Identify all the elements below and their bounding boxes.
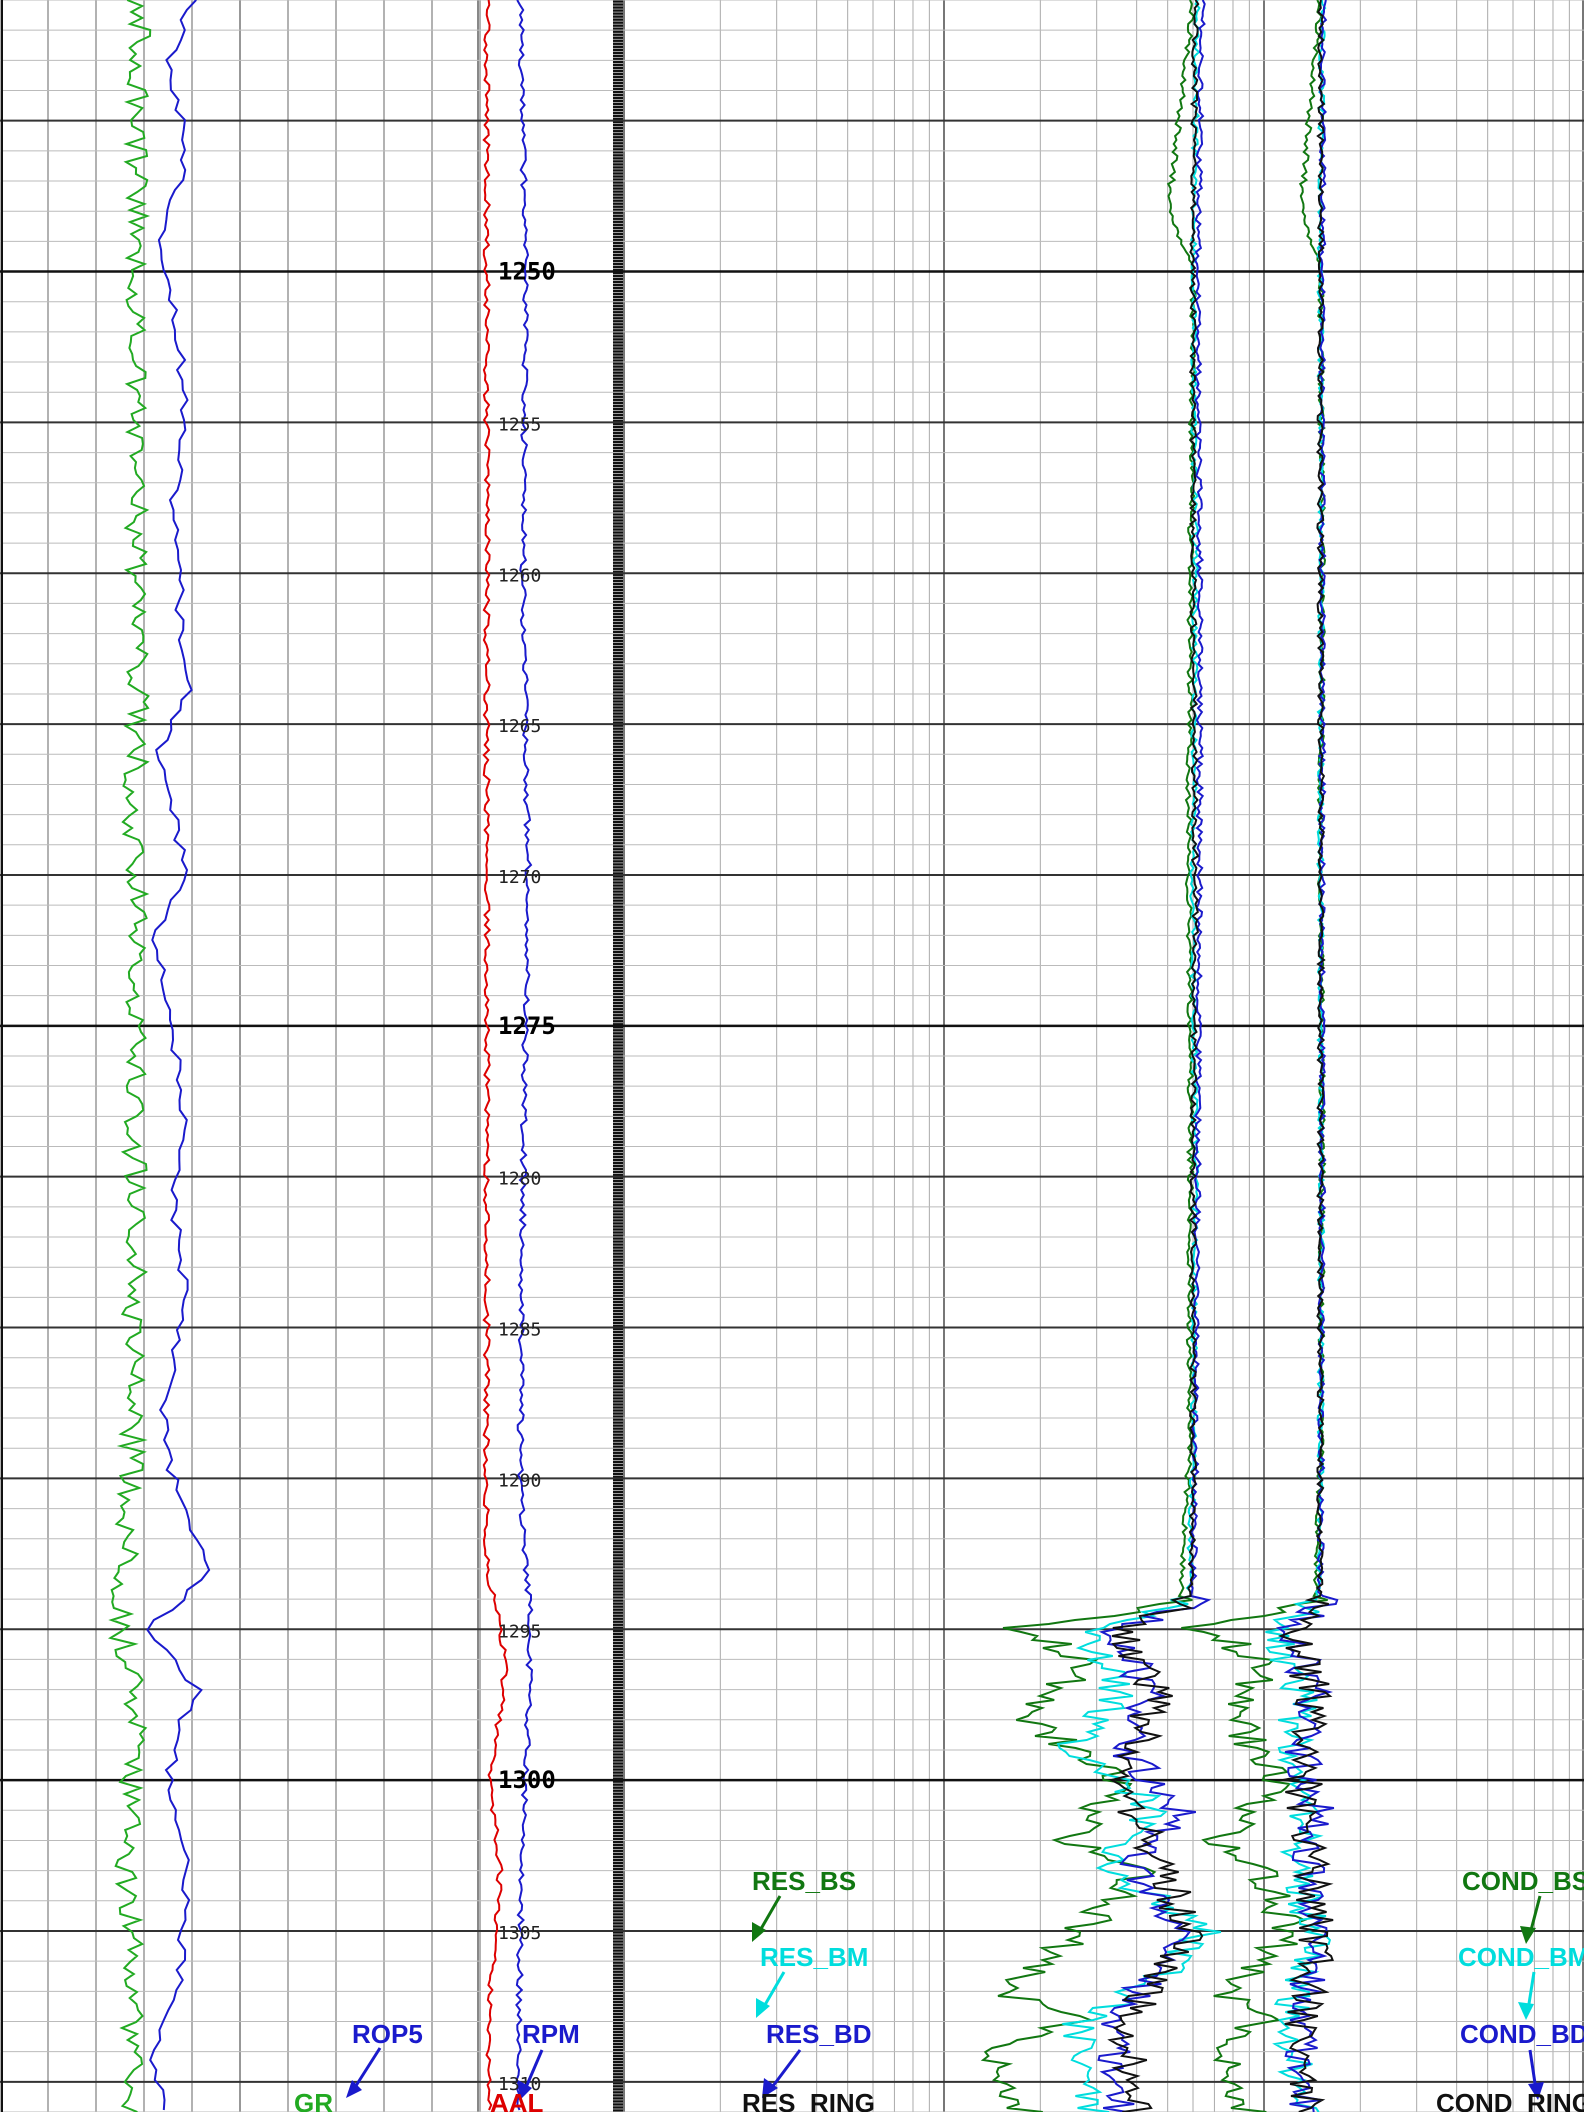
label-res-bd: RES_BD	[766, 2019, 871, 2049]
label-rpm: RPM	[522, 2019, 580, 2049]
label-rop5: ROP5	[352, 2019, 423, 2049]
depth-label: 1255	[498, 414, 541, 435]
arrow-cond-bm	[1518, 2002, 1534, 2020]
curve-res-bd	[1097, 0, 1212, 2112]
label-cond-bd: COND_BD	[1460, 2019, 1584, 2049]
arrow-cond-bd	[1528, 2082, 1544, 2100]
curve-cond-bd	[1275, 0, 1339, 2112]
arrow-cond-bs	[1520, 1926, 1536, 1944]
curve-layer	[107, 0, 1339, 2112]
depth-labels: 1250 1255 1260 1265 1270 1275 1280 1285 1290 1295…	[498, 258, 556, 2095]
depth-label: 1295	[498, 1621, 541, 1642]
label-res-bm: RES_BM	[760, 1942, 868, 1972]
depth-label: 1290	[498, 1470, 541, 1491]
depth-label: 1270	[498, 867, 541, 888]
arrow-rpm	[518, 2080, 532, 2100]
curve-labels: ROP5 GR RPM AAL RES_BS RES_BM RES_BD RES…	[294, 1866, 1584, 2112]
label-cond-bm: COND_BM	[1458, 1942, 1584, 1972]
curve-res-ring	[1107, 0, 1204, 2112]
label-cond-bs: COND_BS	[1462, 1866, 1584, 1896]
pointer-rpm	[522, 2049, 544, 2093]
depth-label: 1300	[498, 1766, 556, 1794]
pointer-res-bd	[768, 2049, 802, 2091]
arrow-res-bm	[756, 1998, 770, 2018]
label-gr: GR	[294, 2088, 333, 2112]
arrow-res-bs	[752, 1922, 766, 1942]
depth-label: 1250	[498, 258, 556, 286]
curve-rop5	[146, 0, 211, 2111]
curve-aal	[482, 0, 509, 2111]
depth-label: 1275	[498, 1012, 556, 1040]
depth-label: 1305	[498, 1923, 541, 1944]
label-res-ring: RES_RING	[742, 2088, 875, 2112]
depth-label: 1265	[498, 716, 541, 737]
depth-label: 1285	[498, 1320, 541, 1341]
arrow-rop5	[346, 2080, 362, 2098]
label-cond-ring: COND_RING	[1436, 2088, 1584, 2112]
arrow-res-bd	[762, 2078, 778, 2098]
label-aal: AAL	[490, 2088, 544, 2112]
depth-label: 1280	[498, 1169, 541, 1190]
curve-rpm	[515, 0, 534, 2111]
label-res-bs: RES_BS	[752, 1866, 856, 1896]
curve-gr	[107, 0, 152, 2112]
depth-label: 1260	[498, 565, 541, 586]
curve-cond-ring	[1277, 0, 1334, 2112]
